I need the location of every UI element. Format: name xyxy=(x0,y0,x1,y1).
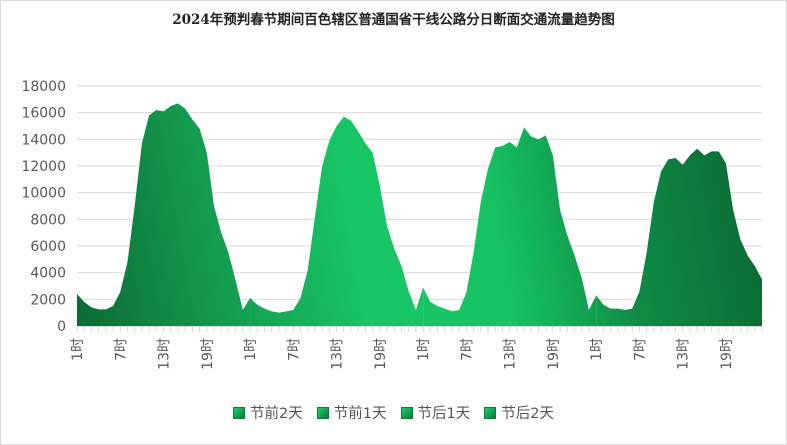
x-tick-label: 1时 xyxy=(70,338,86,361)
y-tick-label: 6000 xyxy=(30,239,66,255)
legend-item[interactable]: 节前2天 xyxy=(233,402,303,423)
area-series-3 xyxy=(423,127,597,326)
legend-swatch-icon xyxy=(484,406,497,419)
area-series-2 xyxy=(250,116,424,327)
x-tick-label: 7时 xyxy=(459,338,475,361)
x-tick-label: 7时 xyxy=(113,338,129,361)
y-tick-label: 16000 xyxy=(21,106,66,122)
legend-label: 节后2天 xyxy=(501,406,554,422)
x-tick-label: 13时 xyxy=(330,338,346,370)
legend-label: 节前1天 xyxy=(333,406,387,422)
y-tick-label: 2000 xyxy=(30,292,66,308)
y-tick-label: 10000 xyxy=(21,186,66,202)
x-tick-label: 1时 xyxy=(589,338,605,361)
x-tick-label: 13时 xyxy=(503,338,519,370)
area-series-4 xyxy=(596,148,762,326)
legend-item[interactable]: 节前1天 xyxy=(316,402,387,423)
y-tick-label: 4000 xyxy=(30,266,66,282)
x-tick-label: 19时 xyxy=(373,338,389,370)
y-tick-label: 0 xyxy=(57,319,66,335)
legend-swatch-icon xyxy=(233,406,246,419)
legend: 节前2天 节前1天 节后1天 节后2天 xyxy=(0,402,787,423)
legend-label: 节前2天 xyxy=(250,406,303,422)
x-tick-label: 1时 xyxy=(243,338,259,361)
x-tick-label: 7时 xyxy=(286,338,302,361)
legend-swatch-icon xyxy=(400,406,413,419)
x-tick-label: 19时 xyxy=(546,338,562,370)
x-tick-label: 19时 xyxy=(200,338,216,370)
chart-title: 2024年预判春节期间百色辖区普通国省干线公路分日断面交通流量趋势图 xyxy=(172,12,615,28)
y-tick-label: 8000 xyxy=(30,212,66,228)
y-tick-label: 18000 xyxy=(21,79,66,95)
legend-item[interactable]: 节后2天 xyxy=(484,402,554,423)
legend-item[interactable]: 节后1天 xyxy=(400,402,471,423)
x-tick-label: 13时 xyxy=(157,338,173,370)
x-tick-label: 19时 xyxy=(719,338,735,370)
x-tick-label: 7时 xyxy=(632,338,648,361)
y-tick-label: 14000 xyxy=(21,132,66,148)
x-tick-label: 13时 xyxy=(676,338,692,370)
legend-swatch-icon xyxy=(316,406,329,419)
x-tick-label: 1时 xyxy=(416,338,432,361)
legend-label: 节后1天 xyxy=(417,406,471,422)
y-tick-label: 12000 xyxy=(21,159,66,175)
area-series-1 xyxy=(77,103,251,326)
